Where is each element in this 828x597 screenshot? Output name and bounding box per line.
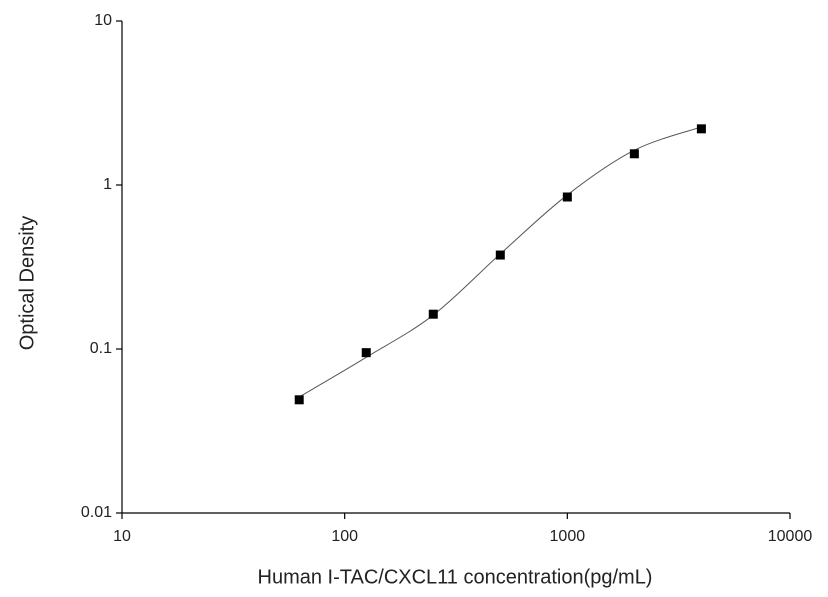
data-point [428,309,438,319]
data-point [629,149,639,159]
y-axis-title: Optical Density [16,216,38,351]
x-tick-label: 10 [113,528,131,545]
y-tick-label: 0.01 [81,504,112,521]
x-tick-label: 100 [331,528,358,545]
fit-curve [298,126,702,398]
data-point [696,124,706,134]
x-tick-label: 1000 [550,528,586,545]
y-tick-label: 0.1 [90,340,112,357]
data-point [562,192,572,202]
x-tick-label: 10000 [768,528,813,545]
data-point [495,250,505,260]
y-tick-label: 10 [94,12,112,29]
y-tick-label: 1 [103,176,112,193]
data-point [361,348,371,358]
x-axis-title: Human I-TAC/CXCL11 concentration(pg/mL) [258,566,653,588]
data-point [294,395,304,405]
